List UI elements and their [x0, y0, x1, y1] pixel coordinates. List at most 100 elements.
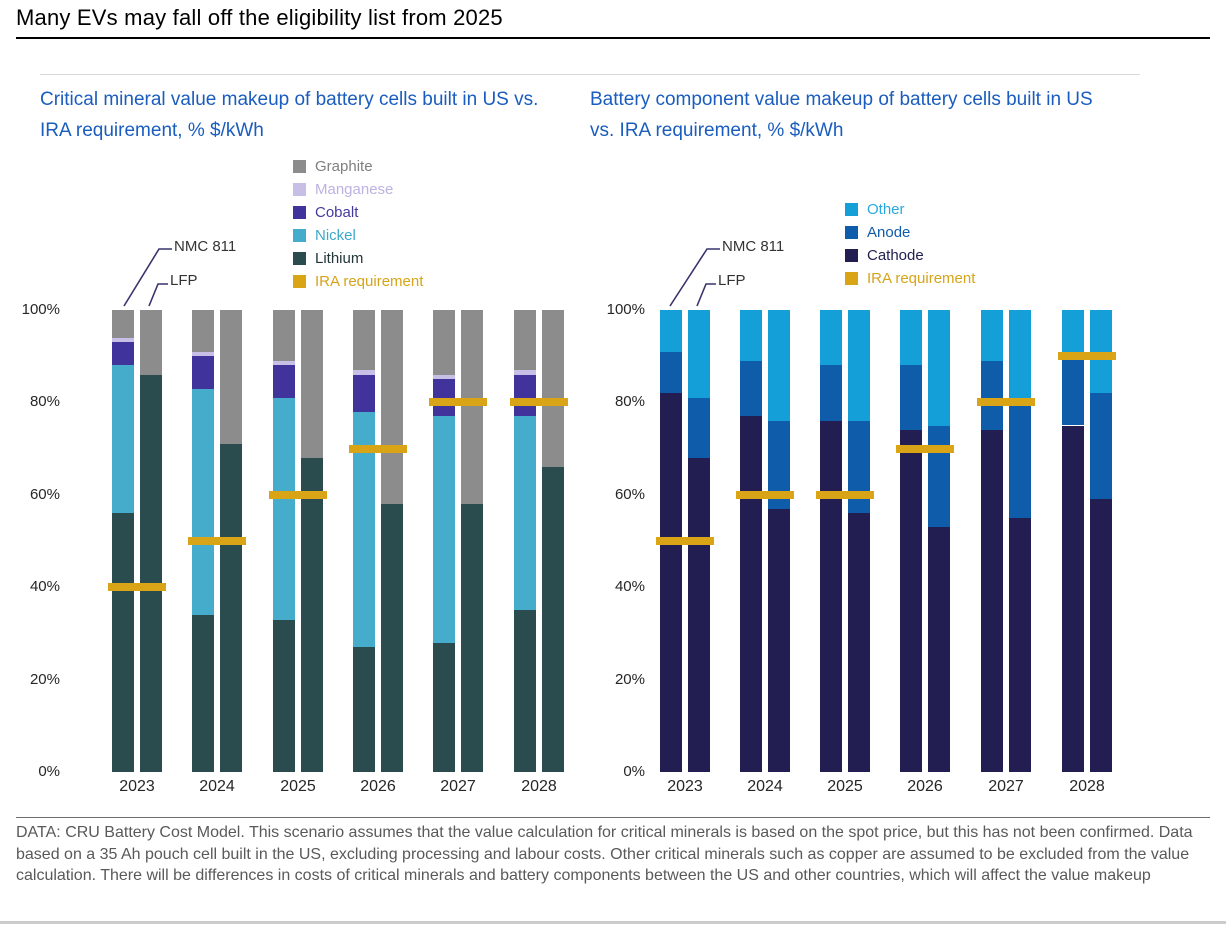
bar-segment-nickel	[353, 411, 375, 648]
bar-segment-nickel	[273, 397, 295, 620]
x-axis-year-label: 2024	[747, 778, 783, 795]
bar-segment-lithium	[433, 642, 455, 772]
bar-segment-lithium	[381, 504, 403, 772]
bar-segment-cobalt	[433, 379, 455, 417]
bar-segment-graphite	[461, 310, 483, 505]
ira-requirement-marker	[429, 398, 487, 407]
ira-requirement-marker	[349, 444, 407, 453]
bar-segment-other	[1062, 310, 1084, 357]
bar-segment-manganese	[192, 351, 214, 357]
bar-segment-other	[688, 310, 710, 398]
bar-segment-cathode	[768, 508, 790, 772]
legend-swatch-icon	[293, 183, 306, 196]
bar-segment-anode	[1090, 393, 1112, 500]
legend-label: Cathode	[867, 247, 924, 264]
bar-segment-graphite	[301, 310, 323, 458]
bar-segment-nickel	[433, 416, 455, 643]
bar-segment-anode	[900, 365, 922, 431]
bar-segment-cathode	[660, 393, 682, 772]
legend-label: Cobalt	[315, 204, 359, 221]
bar-segment-cathode	[928, 527, 950, 772]
bar-segment-graphite	[140, 310, 162, 375]
bar-segment-lithium	[192, 614, 214, 772]
bar-segment-other	[1090, 310, 1112, 394]
bar-segment-manganese	[112, 337, 134, 343]
bar-segment-anode	[688, 397, 710, 458]
bar-segment-lithium	[273, 619, 295, 772]
bar-segment-cathode	[740, 416, 762, 772]
y-tick-label: 20%	[614, 670, 645, 688]
bar-segment-lithium	[140, 374, 162, 772]
bar-segment-other	[848, 310, 870, 421]
bar-segment-lithium	[514, 610, 536, 772]
bar-segment-graphite	[542, 310, 564, 468]
bar-segment-cathode	[900, 430, 922, 772]
legend-label: IRA requirement	[867, 270, 976, 287]
legend-item: IRA requirement	[845, 267, 975, 290]
legend-swatch-icon	[845, 249, 858, 262]
x-axis-year-label: 2027	[440, 778, 476, 795]
legend-item: IRA requirement	[293, 270, 423, 293]
x-axis-year-label: 2025	[827, 778, 863, 795]
callout-line	[148, 283, 168, 307]
ira-requirement-marker	[816, 490, 874, 499]
callout-line	[669, 248, 720, 307]
bar-segment-manganese	[433, 374, 455, 380]
ira-requirement-marker	[1058, 352, 1116, 361]
bar-segment-graphite	[273, 310, 295, 361]
legend-item: Cobalt	[293, 201, 423, 224]
x-axis-year-label: 2025	[280, 778, 316, 795]
right-chart-title: Battery component value makeup of batter…	[590, 89, 1093, 141]
legend-item: Anode	[845, 221, 975, 244]
legend-label: Anode	[867, 224, 911, 241]
bar-segment-other	[900, 310, 922, 366]
bottom-border	[0, 921, 1226, 924]
bar-segment-cobalt	[353, 374, 375, 412]
callout-label-lfp: LFP	[718, 272, 746, 289]
bar-segment-anode	[740, 360, 762, 417]
bar-segment-cathode	[1062, 425, 1084, 772]
ira-requirement-marker	[896, 444, 954, 453]
bar-segment-lithium	[461, 504, 483, 772]
legend-label: Other	[867, 201, 905, 218]
ira-requirement-marker	[977, 398, 1035, 407]
bar-segment-cathode	[820, 420, 842, 772]
callout-label-nmc811: NMC 811	[174, 238, 237, 255]
legend-item: Graphite	[293, 155, 423, 178]
x-axis-year-label: 2028	[521, 778, 557, 795]
y-tick-label: 20%	[29, 670, 60, 688]
bar-segment-other	[928, 310, 950, 426]
footer-divider	[16, 817, 1210, 818]
bar-segment-graphite	[192, 310, 214, 352]
y-tick-label: 100%	[606, 301, 645, 318]
bar-segment-anode	[768, 420, 790, 509]
y-tick-label: 40%	[614, 578, 645, 596]
x-axis-year-label: 2023	[667, 778, 703, 795]
bar-segment-other	[768, 310, 790, 421]
ira-requirement-marker	[188, 537, 246, 545]
legend-item: Other	[845, 198, 975, 221]
bar-segment-lithium	[353, 647, 375, 772]
y-tick-label: 60%	[29, 485, 60, 503]
bar-segment-other	[981, 310, 1003, 361]
bar-segment-graphite	[353, 310, 375, 371]
x-axis-year-label: 2027	[988, 778, 1024, 795]
callout-line	[696, 283, 716, 307]
legend-swatch-icon	[293, 252, 306, 265]
legend-item: Lithium	[293, 247, 423, 270]
bar-segment-graphite	[381, 310, 403, 505]
legend-label: Graphite	[315, 158, 373, 175]
legend-swatch-icon	[845, 226, 858, 239]
bar-segment-other	[820, 310, 842, 366]
bar-segment-cobalt	[514, 374, 536, 417]
bar-segment-lithium	[301, 457, 323, 772]
bar-segment-cobalt	[192, 356, 214, 389]
bar-segment-manganese	[273, 360, 295, 366]
left-chart-title: Critical mineral value makeup of battery…	[40, 89, 539, 141]
bar-segment-cathode	[688, 457, 710, 772]
legend-swatch-icon	[293, 275, 306, 288]
x-axis-year-label: 2023	[119, 778, 155, 795]
bar-segment-anode	[820, 365, 842, 421]
bar-segment-cathode	[981, 430, 1003, 772]
